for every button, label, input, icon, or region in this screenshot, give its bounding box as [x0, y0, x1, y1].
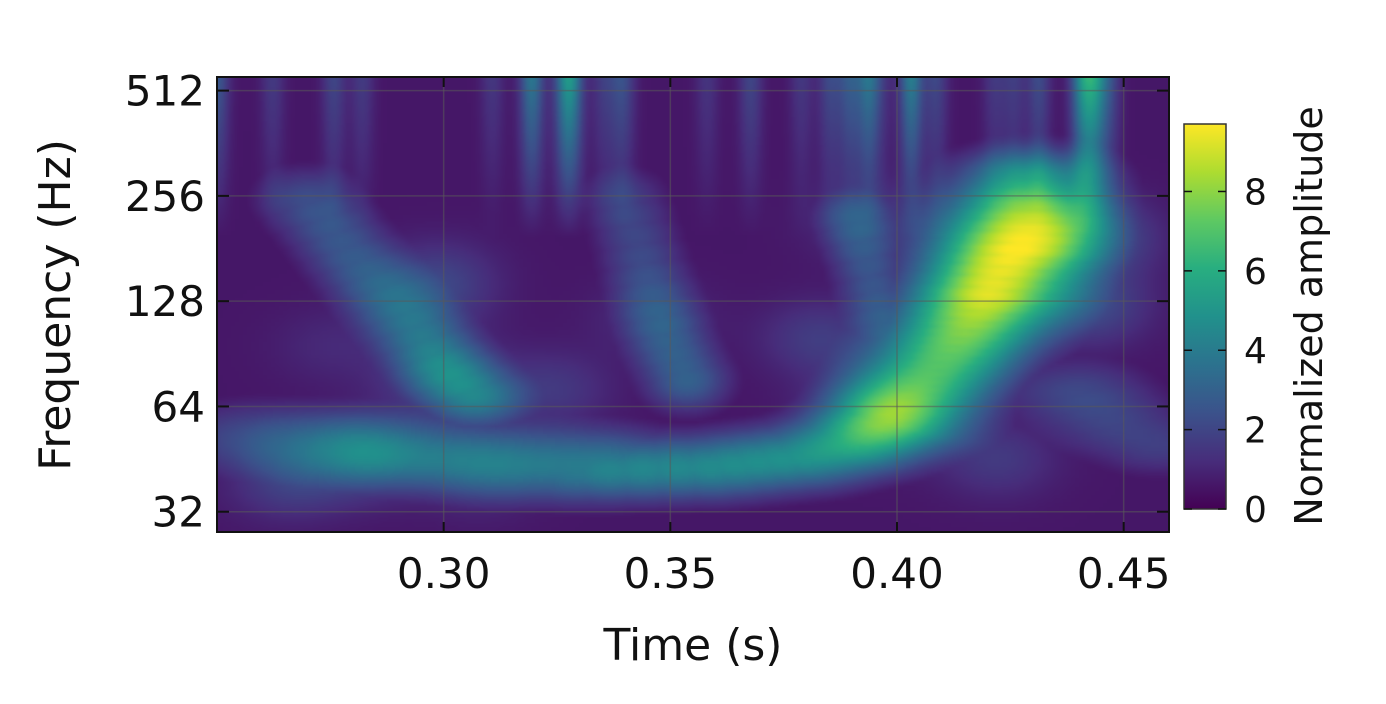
colorbar: 0 2 4 6 8 Normalized amplitude — [1183, 106, 1331, 531]
y-axis-label: Frequency (Hz) — [30, 139, 81, 471]
x-axis-label: Time (s) — [603, 620, 783, 671]
colorbar-ticks: 0 2 4 6 8 — [1184, 172, 1267, 531]
grid-lines — [217, 77, 1169, 532]
colorbar-gradient — [1183, 123, 1227, 510]
colorbar-tick-label: 4 — [1244, 331, 1267, 372]
heatmap-image — [217, 77, 1169, 532]
x-tick-label: 0.45 — [1077, 549, 1171, 598]
colorbar-tick-label: 0 — [1244, 490, 1267, 531]
colorbar-tick-label: 2 — [1244, 411, 1267, 452]
colorbar-tick-label: 8 — [1244, 172, 1267, 213]
y-tick-label: 128 — [125, 277, 205, 326]
x-tick-label: 0.40 — [850, 549, 944, 598]
x-tick-label: 0.30 — [397, 549, 491, 598]
y-tick-label: 256 — [125, 172, 205, 221]
colorbar-label: Normalized amplitude — [1287, 106, 1331, 526]
y-tick-label: 512 — [125, 67, 205, 116]
colorbar-tick-label: 6 — [1244, 252, 1267, 293]
y-axis-ticks: 32 64 128 256 512 — [125, 67, 1169, 537]
plot-area: 0.30 0.35 0.40 0.45 32 64 128 256 512 — [125, 67, 1171, 598]
x-tick-label: 0.35 — [624, 549, 718, 598]
x-axis-ticks: 0.30 0.35 0.40 0.45 — [397, 77, 1171, 598]
y-tick-label: 64 — [152, 382, 205, 431]
plot-frame — [216, 76, 1170, 533]
y-tick-label: 32 — [152, 488, 205, 537]
